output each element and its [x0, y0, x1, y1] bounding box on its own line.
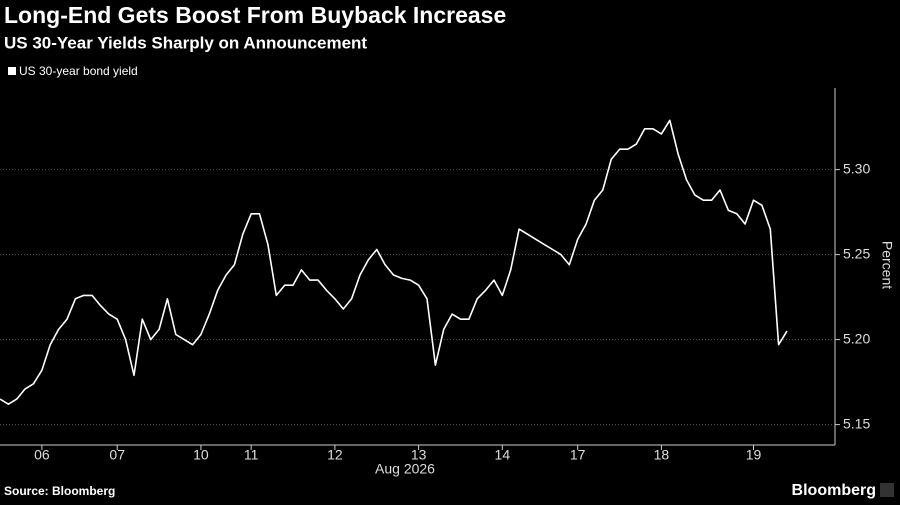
legend-label: US 30-year bond yield	[19, 64, 138, 78]
y-tick-label: 5.25	[843, 245, 870, 261]
x-tick-label: 11	[244, 447, 259, 463]
brand: Bloomberg	[792, 482, 876, 499]
source: Source: Bloomberg	[4, 484, 115, 498]
chart-title: Long-End Gets Boost From Buyback Increas…	[4, 2, 506, 28]
x-tick-label: 10	[193, 447, 209, 463]
legend-swatch	[8, 67, 16, 75]
x-tick-label: 19	[746, 447, 762, 463]
x-tick-label: 18	[654, 447, 670, 463]
x-tick-label: 13	[411, 447, 427, 463]
x-tick-label: 07	[109, 447, 125, 463]
y-tick-label: 5.30	[843, 160, 870, 176]
y-tick-label: 5.15	[843, 415, 870, 431]
line-series	[0, 119, 788, 405]
y-tick-label: 5.20	[843, 330, 870, 346]
x-tick-label: 06	[34, 447, 50, 463]
brand-icon	[880, 483, 894, 497]
chart-subtitle: US 30-Year Yields Sharply on Announcemen…	[4, 33, 367, 52]
x-tick-label: 17	[570, 447, 586, 463]
y-axis-label: Percent	[879, 241, 895, 289]
x-tick-label: 12	[327, 447, 343, 463]
x-tick-label: 14	[495, 447, 511, 463]
x-axis-label: Aug 2026	[375, 461, 435, 477]
